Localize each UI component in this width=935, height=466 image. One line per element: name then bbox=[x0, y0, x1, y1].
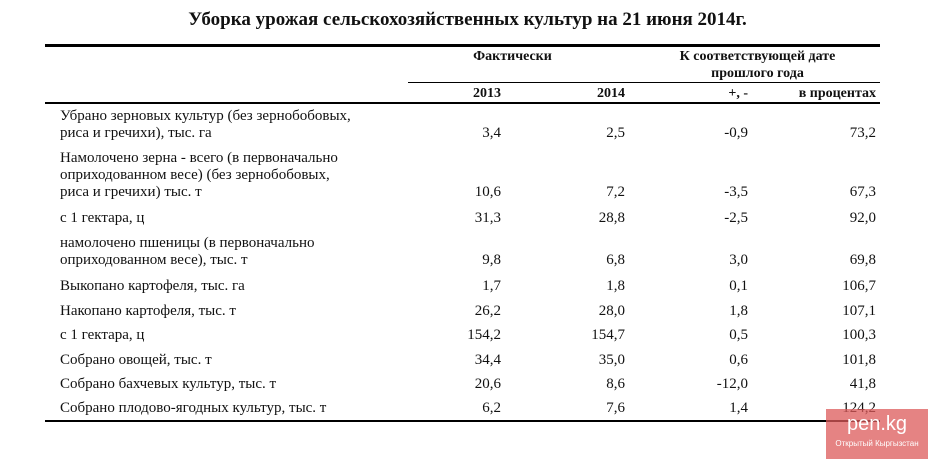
row-label: Убрано зерновых культур (без зернобобовы… bbox=[60, 108, 351, 141]
cell-pct: 41,8 bbox=[849, 376, 876, 392]
row-label: Собрано овощей, тыс. т bbox=[60, 352, 212, 368]
cell-v2014: 6,8 bbox=[606, 252, 625, 268]
cell-diff: -3,5 bbox=[724, 184, 748, 200]
cell-diff: -12,0 bbox=[716, 376, 748, 392]
row-label: Собрано плодово-ягодных культур, тыс. т bbox=[60, 400, 327, 416]
cell-v2013: 6,2 bbox=[482, 400, 501, 416]
table-row: Убрано зерновых культур (без зернобобовы… bbox=[60, 108, 880, 150]
header-2014: 2014 bbox=[597, 86, 625, 101]
row-label: Выкопано картофеля, тыс. га bbox=[60, 278, 245, 294]
table-row: Собрано овощей, тыс. т 34,4 35,0 0,6 101,8 bbox=[60, 352, 880, 376]
table-row: намолочено пшеницы (в первоначально опри… bbox=[60, 235, 880, 278]
cell-diff: -2,5 bbox=[724, 210, 748, 226]
cell-v2013: 26,2 bbox=[474, 303, 501, 319]
cell-v2014: 1,8 bbox=[606, 278, 625, 294]
cell-diff: -0,9 bbox=[724, 125, 748, 141]
cell-v2014: 7,6 bbox=[606, 400, 625, 416]
table-row: Выкопано картофеля, тыс. га 1,7 1,8 0,1 106,… bbox=[60, 278, 880, 303]
cell-pct: 107,1 bbox=[842, 303, 876, 319]
row-label: с 1 гектара, ц bbox=[60, 327, 145, 343]
header-compare-1: К соответствующей дате bbox=[679, 49, 836, 64]
cell-v2014: 28,0 bbox=[598, 303, 625, 319]
cell-pct: 101,8 bbox=[842, 352, 876, 368]
watermark-logo: pen.kg Открытый Кыргызстан bbox=[826, 409, 928, 459]
cell-v2013: 1,7 bbox=[482, 278, 501, 294]
header-rule bbox=[408, 82, 880, 83]
watermark-text: pen.kg bbox=[846, 413, 908, 435]
header-2013: 2013 bbox=[473, 86, 501, 101]
cell-v2014: 8,6 bbox=[606, 376, 625, 392]
header-compare-2: прошлого года bbox=[711, 66, 804, 81]
cell-v2013: 154,2 bbox=[467, 327, 501, 343]
row-label: Намолочено зерна - всего (в первоначальн… bbox=[60, 150, 338, 200]
row-label: намолочено пшеницы (в первоначально опри… bbox=[60, 235, 315, 268]
cell-v2013: 3,4 bbox=[482, 125, 501, 141]
header-diff: +, - bbox=[728, 86, 748, 101]
cell-v2014: 35,0 bbox=[598, 352, 625, 368]
table-row: с 1 гектара, ц 31,3 28,8 -2,5 92,0 bbox=[60, 210, 880, 235]
cell-pct: 106,7 bbox=[842, 278, 876, 294]
cell-diff: 1,8 bbox=[729, 303, 748, 319]
header-actual: Фактически bbox=[473, 49, 552, 64]
top-rule bbox=[45, 44, 880, 47]
cell-v2014: 2,5 bbox=[606, 125, 625, 141]
cell-v2013: 10,6 bbox=[474, 184, 501, 200]
table-row: с 1 гектара, ц 154,2 154,7 0,5 100,3 bbox=[60, 327, 880, 352]
table-row: Накопано картофеля, тыс. т 26,2 28,0 1,8 107… bbox=[60, 303, 880, 327]
header-percent: в процентах bbox=[798, 86, 876, 101]
cell-diff: 3,0 bbox=[729, 252, 748, 268]
cell-pct: 92,0 bbox=[849, 210, 876, 226]
cell-pct: 73,2 bbox=[849, 125, 876, 141]
table-row: Намолочено зерна - всего (в первоначальн… bbox=[60, 150, 880, 210]
cell-v2013: 34,4 bbox=[474, 352, 501, 368]
cell-pct: 100,3 bbox=[842, 327, 876, 343]
cell-v2014: 28,8 bbox=[598, 210, 625, 226]
table-title: Уборка урожая сельскохозяйственных культ… bbox=[188, 9, 747, 30]
cell-v2014: 7,2 bbox=[606, 184, 625, 200]
bottom-rule bbox=[45, 420, 880, 422]
cell-v2013: 20,6 bbox=[474, 376, 501, 392]
table-row: Собрано бахчевых культур, тыс. т 20,6 8,6 -… bbox=[60, 376, 880, 400]
cell-v2013: 9,8 bbox=[482, 252, 501, 268]
cell-v2013: 31,3 bbox=[474, 210, 501, 226]
cell-v2014: 154,7 bbox=[591, 327, 625, 343]
watermark-caption: Открытый Кыргызстан bbox=[835, 439, 919, 448]
cell-pct: 69,8 bbox=[849, 252, 876, 268]
row-label: с 1 гектара, ц bbox=[60, 210, 145, 226]
cell-diff: 0,1 bbox=[729, 278, 748, 294]
table-body: Убрано зерновых культур (без зернобобовы… bbox=[60, 108, 880, 424]
cell-diff: 1,4 bbox=[729, 400, 748, 416]
cell-diff: 0,5 bbox=[729, 327, 748, 343]
cell-pct: 67,3 bbox=[849, 184, 876, 200]
row-label: Накопано картофеля, тыс. т bbox=[60, 303, 236, 319]
cell-diff: 0,6 bbox=[729, 352, 748, 368]
row-label: Собрано бахчевых культур, тыс. т bbox=[60, 376, 277, 392]
header-bottom-rule bbox=[45, 102, 880, 104]
